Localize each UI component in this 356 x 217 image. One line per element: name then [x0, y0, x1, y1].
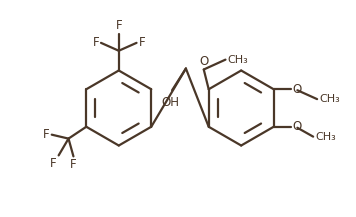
Text: OH: OH	[161, 96, 179, 109]
Text: O: O	[292, 83, 302, 96]
Text: F: F	[50, 157, 57, 170]
Text: F: F	[138, 36, 145, 49]
Text: F: F	[70, 158, 77, 171]
Text: O: O	[292, 120, 302, 133]
Text: CH₃: CH₃	[319, 94, 340, 104]
Text: F: F	[93, 36, 99, 49]
Text: F: F	[43, 128, 50, 141]
Text: F: F	[115, 19, 122, 32]
Text: CH₃: CH₃	[315, 132, 336, 142]
Text: CH₃: CH₃	[227, 55, 248, 65]
Text: O: O	[199, 54, 208, 67]
